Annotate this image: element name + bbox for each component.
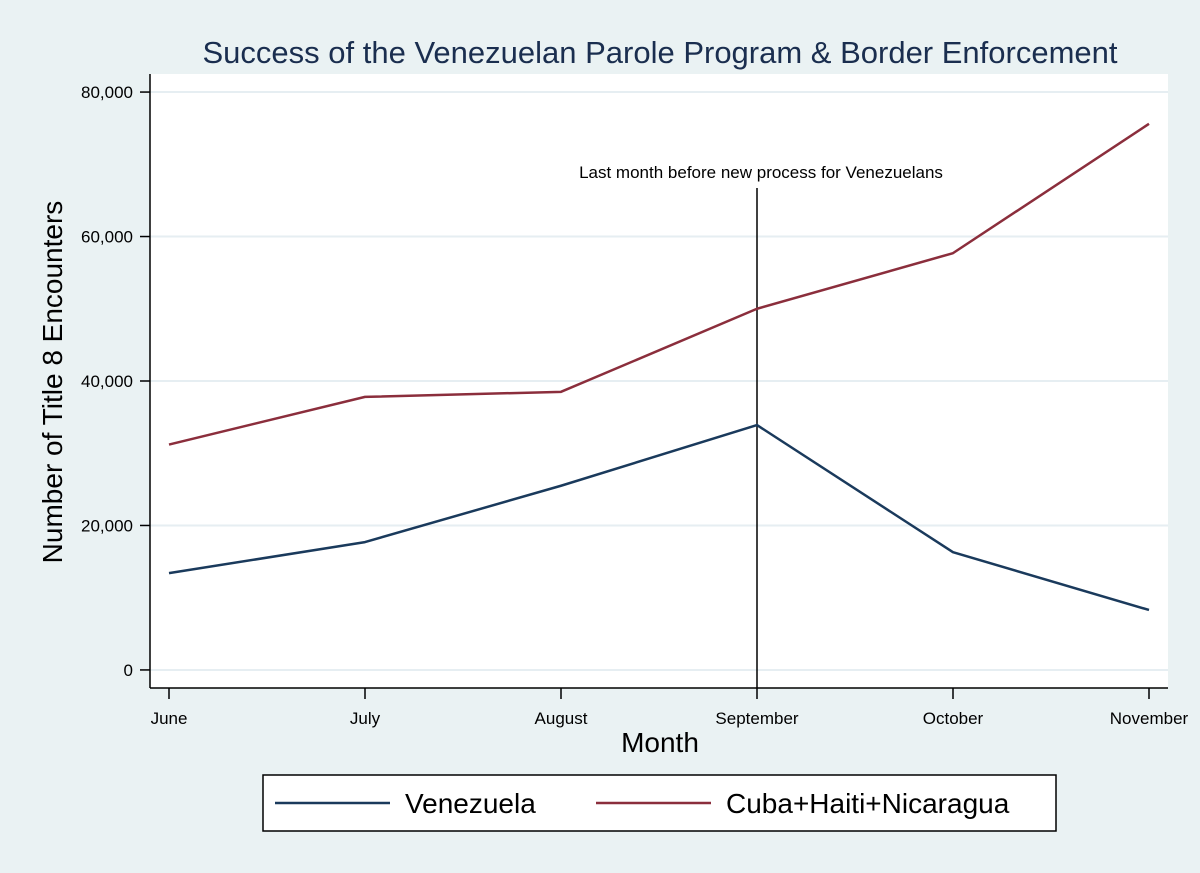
x-tick-label: August <box>535 709 588 728</box>
series-line-venezuela <box>168 423 1150 612</box>
y-axis-title: Number of Title 8 Encounters <box>37 201 68 564</box>
annotation-text: Last month before new process for Venezu… <box>579 163 943 182</box>
chart-title: Success of the Venezuelan Parole Program… <box>203 35 1118 70</box>
y-tick-label: 40,000 <box>81 372 133 391</box>
y-tick-label: 60,000 <box>81 228 133 247</box>
x-tick-label: November <box>1110 709 1189 728</box>
axes: 0 20,000 40,000 60,000 80,000 June July August S… <box>81 74 1189 728</box>
series-lines <box>168 122 1150 688</box>
y-tick-label: 80,000 <box>81 83 133 102</box>
y-tick-label: 0 <box>124 661 133 680</box>
legend: Venezuela Cuba+Haiti+Nicaragua <box>262 774 1057 832</box>
y-tick-label: 20,000 <box>81 516 133 535</box>
legend-label-venezuela: Venezuela <box>405 788 536 819</box>
x-tick-label: September <box>715 709 798 728</box>
x-tick-label: June <box>151 709 188 728</box>
x-axis-title: Month <box>621 727 699 758</box>
grid-lines <box>150 91 1168 671</box>
series-line-cuba-haiti-nicaragua <box>168 122 1150 446</box>
legend-label-cuba-haiti-nicaragua: Cuba+Haiti+Nicaragua <box>726 788 1010 819</box>
x-tick-label: July <box>350 709 381 728</box>
x-tick-label: October <box>923 709 984 728</box>
